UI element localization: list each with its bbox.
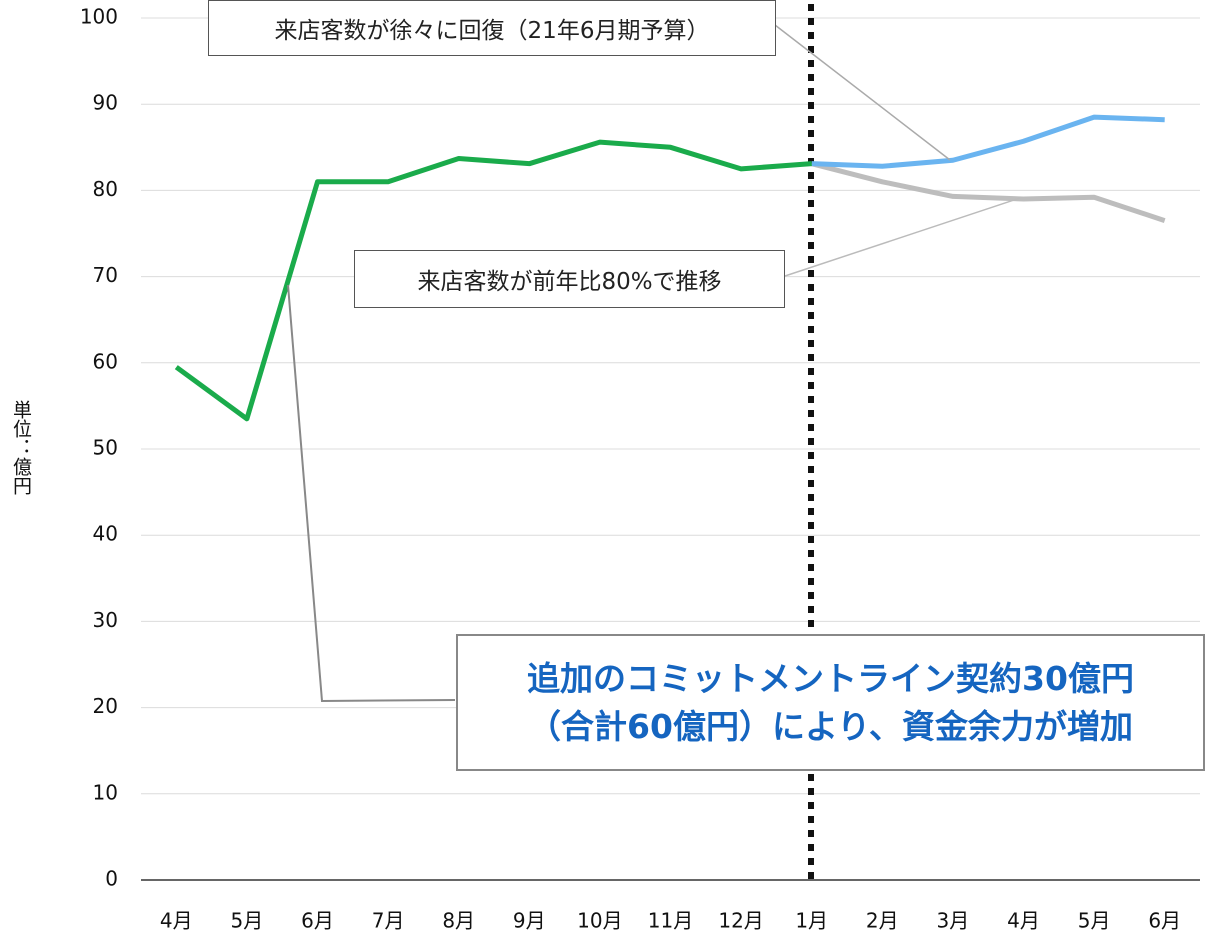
y-tick-label: 90 bbox=[93, 91, 118, 115]
x-tick-label: 9月 bbox=[513, 909, 546, 933]
x-tick-label: 10月 bbox=[577, 909, 622, 933]
x-tick-label: 6月 bbox=[301, 909, 334, 933]
series-line bbox=[811, 114, 1165, 169]
y-tick-label: 20 bbox=[93, 694, 118, 718]
y-tick-label: 60 bbox=[93, 349, 118, 373]
y-tick-label: 0 bbox=[105, 867, 118, 891]
annotation-line: 追加のコミットメントライン契約30億円 bbox=[527, 658, 1134, 698]
x-tick-label: 12月 bbox=[718, 909, 763, 933]
y-tick-label: 10 bbox=[93, 780, 118, 804]
y-tick-label: 40 bbox=[93, 522, 118, 546]
x-tick-label: 8月 bbox=[442, 909, 475, 933]
x-tick-label: 4月 bbox=[1007, 909, 1040, 933]
y-tick-label: 30 bbox=[93, 608, 118, 632]
y-tick-label: 50 bbox=[93, 436, 118, 460]
x-tick-label: 7月 bbox=[372, 909, 405, 933]
x-tick-label: 5月 bbox=[1078, 909, 1111, 933]
leader-line bbox=[774, 24, 951, 161]
leader-line bbox=[287, 284, 456, 703]
y-tick-label: 80 bbox=[93, 177, 118, 201]
y-axis-label: 単位：億円 bbox=[10, 400, 32, 495]
annotation-line: （合計60億円）により、資金余力が増加 bbox=[528, 706, 1133, 746]
leader-line bbox=[784, 197, 1021, 277]
x-tick-label: 3月 bbox=[937, 909, 970, 933]
x-tick-label: 1月 bbox=[795, 909, 828, 933]
x-tick-label: 4月 bbox=[160, 909, 193, 933]
y-tick-label: 70 bbox=[93, 263, 118, 287]
lines bbox=[174, 114, 1166, 422]
x-tick-label: 2月 bbox=[866, 909, 899, 933]
x-tick-label: 11月 bbox=[648, 909, 693, 933]
annotation-box: 追加のコミットメントライン契約30億円 （合計60億円）により、資金余力が増加 bbox=[456, 634, 1205, 771]
series-line bbox=[811, 161, 1166, 223]
series-line bbox=[174, 139, 812, 422]
annotation: 来店客数が前年比80%で推移 bbox=[354, 250, 785, 308]
y-tick-label: 100 bbox=[80, 5, 118, 29]
annotation: 来店客数が徐々に回復（21年6月期予算） bbox=[208, 0, 776, 56]
x-tick-label: 5月 bbox=[231, 909, 264, 933]
x-tick-label: 6月 bbox=[1148, 909, 1181, 933]
